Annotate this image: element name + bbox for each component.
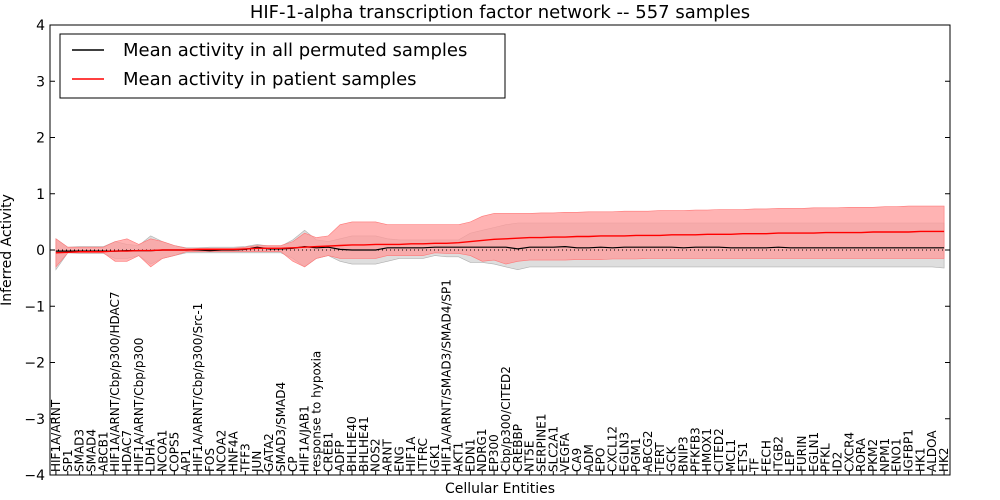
x-tick-label: FOS xyxy=(203,448,217,472)
x-tick-label: ENO1 xyxy=(890,438,904,472)
x-tick-label: ABCB1 xyxy=(96,432,110,472)
x-tick-label: AKT1 xyxy=(452,442,466,472)
x-tick-label: LDHA xyxy=(144,438,158,472)
y-tick-label: −3 xyxy=(24,412,45,428)
x-tick-label: EGLN1 xyxy=(807,432,821,472)
x-tick-label: NCOA2 xyxy=(215,430,229,472)
x-tick-label: FECH xyxy=(759,440,773,472)
x-tick-label: SMAD3 xyxy=(73,429,87,472)
legend-label-patient: Mean activity in patient samples xyxy=(123,69,417,90)
x-tick-label: ARNT xyxy=(381,438,395,472)
x-tick-label: CP xyxy=(286,456,300,472)
x-tick-label: RORA xyxy=(854,437,868,472)
x-tick-label: ADM xyxy=(582,444,596,472)
patient-mean-line xyxy=(55,230,945,254)
x-tick-label: HIF1A/ARNT xyxy=(49,399,63,472)
x-tick-label: NDRG1 xyxy=(475,429,489,472)
x-tick-label: HIF1A/ARNT/Cbp/p300/Src-1 xyxy=(191,303,205,472)
x-tick-label: SP1 xyxy=(61,450,75,473)
x-tick-label: ETS1 xyxy=(736,442,750,472)
x-tick-label: ITGB2 xyxy=(771,436,785,472)
legend-label-permuted: Mean activity in all permuted samples xyxy=(123,40,467,61)
x-tick-label: ITFRC xyxy=(416,438,430,472)
x-tick-label: IGK1 xyxy=(428,444,442,472)
x-tick-label: PFKFB3 xyxy=(688,427,702,472)
x-tick-label: NCOA1 xyxy=(156,430,170,472)
x-tick-label: LEP xyxy=(783,450,797,472)
x-tick-label: VEGFA xyxy=(558,432,572,472)
x-tick-label: SERPINE1 xyxy=(534,413,548,472)
patient-band xyxy=(55,205,945,268)
x-tick-label: NT5E xyxy=(523,440,537,472)
x-tick-label: CREB1 xyxy=(321,432,335,472)
x-tick-label: HIF1A/ARNT/Cbp/p300 xyxy=(132,338,146,472)
x-tick-label: Cbp/p300/CITED2 xyxy=(499,366,513,472)
x-tick-label: CXCR4 xyxy=(842,432,856,472)
x-tick-label: EGLN3 xyxy=(617,432,631,472)
x-tick-label: CXCL12 xyxy=(606,426,620,472)
x-tick-label: NPM1 xyxy=(878,438,892,472)
x-tick-label: NOS2 xyxy=(369,438,383,472)
y-tick-label: 1 xyxy=(36,187,45,203)
x-tick-label: SMAD4 xyxy=(84,429,98,472)
x-tick-label: BNIP3 xyxy=(677,436,691,472)
x-tick-label: HK2 xyxy=(937,447,951,472)
x-tick-label: BHLHE40 xyxy=(345,416,359,472)
x-tick-label: HNF4A xyxy=(227,430,241,472)
x-tick-label: JUN xyxy=(250,451,264,473)
x-tick-label: response to hypoxia xyxy=(309,351,323,472)
x-tick-label: HIF1A xyxy=(404,436,418,472)
x-tick-label: TERT xyxy=(653,442,667,473)
y-tick-label: 2 xyxy=(36,131,45,147)
x-tick-label: PFKL xyxy=(819,443,833,472)
x-tick-label: SLC2A1 xyxy=(546,426,560,472)
x-tick-label: AP1 xyxy=(179,449,193,472)
x-tick-label: HDAC7 xyxy=(120,430,134,472)
x-tick-label: HMOX1 xyxy=(700,428,714,472)
x-tick-label: ABCG2 xyxy=(641,430,655,472)
x-tick-label: ADFP xyxy=(333,440,347,472)
y-axis-label: Inferred Activity xyxy=(0,194,15,306)
x-tick-label: PKM2 xyxy=(866,439,880,472)
y-tick-label: −1 xyxy=(24,299,45,315)
y-tick-label: 3 xyxy=(36,74,45,90)
legend-box xyxy=(59,33,506,99)
x-axis-label: Cellular Entities xyxy=(445,481,555,497)
legend: Mean activity in all permuted samples Me… xyxy=(59,33,506,99)
x-tick-label: FURIN xyxy=(795,435,809,472)
y-tick-label: 4 xyxy=(36,18,45,34)
x-tick-label: EDN1 xyxy=(463,439,477,472)
permuted-mean-line xyxy=(55,245,945,252)
x-tick-label: GCK xyxy=(665,445,679,472)
x-tick-label: COPS5 xyxy=(167,432,181,472)
x-tick-label: CREBBP xyxy=(511,424,525,472)
chart-title: HIF-1-alpha transcription factor network… xyxy=(250,2,750,23)
x-tick-label: CA9 xyxy=(570,448,584,472)
x-tick-label: HIF1A/ARNT/SMAD3/SMAD4/SP1 xyxy=(440,279,454,472)
x-tick-label: HK1 xyxy=(913,447,927,472)
x-tick-label: HIF1A/JAB1 xyxy=(298,405,312,472)
x-tick-label: CITED2 xyxy=(712,428,726,472)
x-tick-label: ALDOA xyxy=(925,430,939,472)
x-tick-label: IGFBP1 xyxy=(902,429,916,472)
x-tick-label: EP300 xyxy=(487,434,501,472)
x-tick-label: ENG xyxy=(392,446,406,472)
x-tick-label: PGM1 xyxy=(629,437,643,472)
y-tick-label: 0 xyxy=(36,243,45,259)
x-tick-label: HIF1A/ARNT/Cbp/p300/HDAC7 xyxy=(108,291,122,472)
x-tick-label: SMAD3/SMAD4 xyxy=(274,382,288,472)
y-tick-label: −4 xyxy=(24,468,45,484)
x-tick-label: TFF3 xyxy=(238,443,252,473)
x-tick-label: MCL1 xyxy=(724,439,738,472)
x-tick-label: EPO xyxy=(594,448,608,472)
x-tick-label: BHLHE41 xyxy=(357,416,371,472)
x-tick-label: ID2 xyxy=(831,452,845,472)
y-tick-label: −2 xyxy=(24,356,45,372)
x-tick-label: GATA2 xyxy=(262,433,276,472)
x-tick-label: TF xyxy=(748,458,762,473)
plot-area: −4 −3 −2 −1 0 1 2 3 4 HIF1A/ARNTSP1SMAD3SMAD4ABCB… xyxy=(24,18,951,484)
